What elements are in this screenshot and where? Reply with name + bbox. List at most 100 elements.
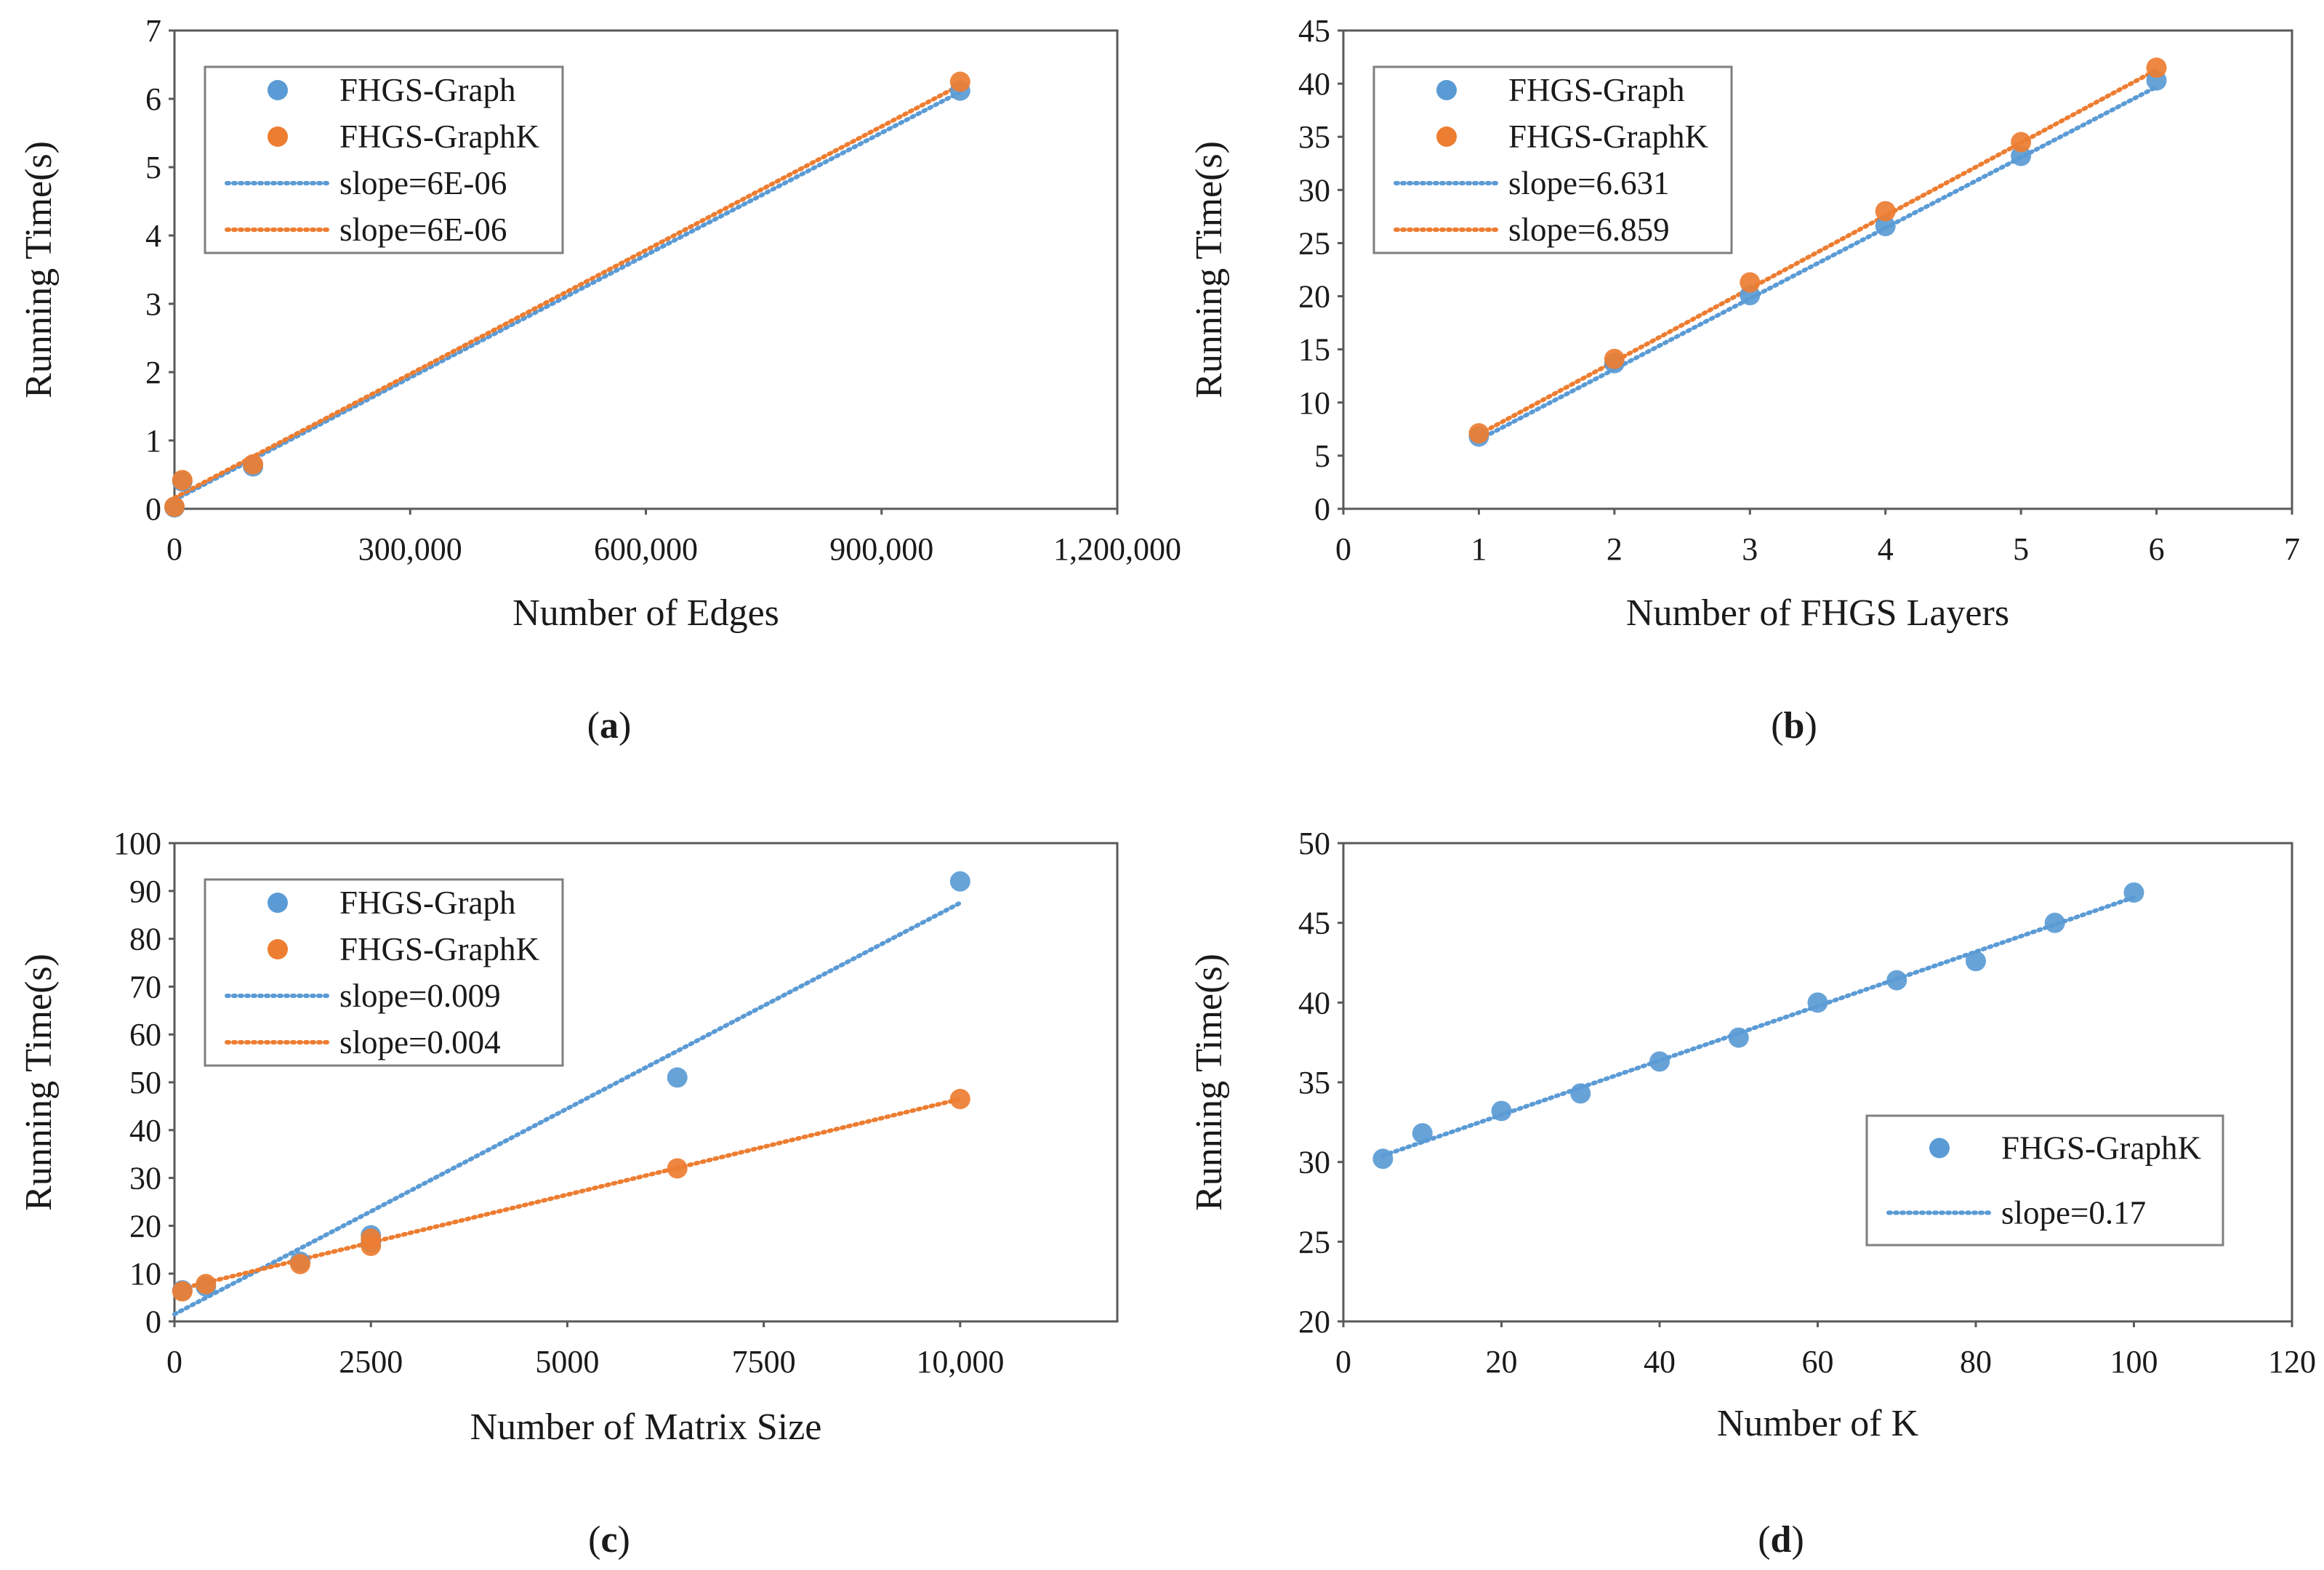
legend-marker [1929,1138,1950,1159]
legend-marker [1436,126,1457,147]
data-point-fhgs-graphk [1468,423,1489,444]
data-point-fhgs-graphk [2123,882,2144,903]
legend-marker [268,893,288,913]
y-tick-label: 5 [1314,438,1330,474]
legend-entry-label: slope=6E-06 [339,165,507,201]
x-tick-label: 6 [2149,531,2165,567]
y-tick-label: 50 [129,1065,161,1100]
y-tick-label: 30 [1298,1145,1330,1180]
x-axis-label: Number of Matrix Size [470,1406,822,1448]
chart-panel-c: 0 10 20 30 40 50 60 70 80 90 100 0 2500 5000 7500 10,00… [18,826,1119,1561]
y-tick-label: 0 [1314,491,1330,527]
x-tick-label: 20 [1486,1344,1518,1380]
y-axis-label: Running Time(s) [18,954,60,1211]
caption-part: ) [618,1519,630,1561]
x-tick-label: 80 [1960,1344,1992,1380]
data-point-fhgs-graphk [164,496,185,518]
y-axis-label: Running Time(s) [1189,141,1230,398]
legend-entry-label: slope=6.859 [1508,212,1670,248]
x-tick-label: 7 [2284,531,2300,567]
data-point-fhgs-graphk [1372,1148,1394,1170]
x-tick-label: 300,000 [358,531,462,567]
x-tick-label: 5000 [535,1344,599,1380]
x-tick-label: 0 [1335,1344,1351,1380]
y-tick-label: 15 [1298,332,1330,368]
legend-entry-label: slope=6E-06 [339,212,507,248]
y-tick-label: 6 [145,81,161,117]
x-tick-label: 5 [2013,531,2029,567]
data-point-fhgs-graphk [1649,1051,1670,1072]
caption-part: b [1784,705,1805,746]
caption-part: ( [587,705,600,746]
y-tick-label: 100 [113,826,161,861]
data-point-fhgs-graphk [2044,912,2065,933]
x-axis-label: Number of FHGS Layers [1626,592,2009,634]
x-tick-label: 0 [166,1344,182,1380]
legend-box [204,65,564,254]
y-tick-label: 60 [129,1017,161,1052]
data-point-fhgs-graphk [172,470,193,491]
y-tick-label: 10 [129,1256,161,1292]
y-tick-label: 30 [1298,172,1330,208]
caption-part: ( [588,1519,600,1561]
x-tick-label: 1,200,000 [1053,531,1181,567]
data-point-fhgs-graphk [361,1228,382,1249]
x-tick-label: 2 [1607,531,1623,567]
caption-part: ) [1804,705,1817,746]
legend-entry-label: FHGS-GraphK [2001,1130,2201,1167]
legend-box [1372,65,1733,254]
y-tick-label: 5 [145,150,161,185]
data-point-fhgs-graphk [243,454,264,475]
y-tick-label: 25 [1298,225,1330,261]
legend: FHGS-Graph FHGS-GraphK slope=6.631 slope=6.… [1372,65,1733,254]
panel-caption: (a) [587,705,632,746]
caption-part: ) [619,705,631,746]
caption-part: ) [1791,1519,1804,1561]
legend-entry-label: FHGS-GraphK [339,118,539,155]
y-tick-label: 20 [1298,1304,1330,1340]
x-tick-label: 40 [1644,1344,1676,1380]
y-tick-label: 7 [145,13,161,49]
data-point-fhgs-graphk [1966,951,1986,972]
data-point-fhgs-graphk [172,1281,193,1302]
legend-entry-label: slope=6.631 [1508,165,1670,201]
y-tick-label: 20 [129,1208,161,1244]
data-point-fhgs-graph [667,1067,688,1088]
data-point-fhgs-graphk [2011,132,2032,153]
y-tick-label: 0 [145,1304,161,1340]
legend-box [1865,1114,2224,1247]
data-point-fhgs-graphk [949,71,970,92]
y-tick-label: 80 [129,922,161,957]
panel-caption: (c) [588,1519,630,1561]
x-tick-label: 900,000 [829,531,933,567]
trendline-0 [172,89,962,502]
legend-marker [268,80,288,100]
legend-entry-label: FHGS-GraphK [339,931,539,967]
legend-marker [1436,80,1457,100]
y-tick-label: 45 [1298,906,1330,941]
legend-entry-label: FHGS-GraphK [1508,118,1708,155]
x-tick-label: 60 [1802,1344,1834,1380]
trendline-0 [1476,84,2159,442]
legend-entry-label: FHGS-Graph [339,72,516,108]
caption-part: ( [1771,705,1783,746]
y-axis-label: Running Time(s) [18,141,60,398]
data-point-fhgs-graph [949,871,970,892]
y-tick-label: 70 [129,969,161,1005]
legend-entry-label: slope=0.17 [2001,1195,2146,1231]
y-tick-label: 30 [129,1161,161,1196]
y-tick-label: 40 [129,1113,161,1148]
plot-frame [1342,842,2293,1323]
data-point-fhgs-graphk [1491,1100,1512,1122]
y-tick-label: 35 [1298,119,1330,155]
data-point-fhgs-graphk [1604,348,1625,369]
y-tick-label: 10 [1298,385,1330,421]
y-tick-label: 40 [1298,985,1330,1020]
x-tick-label: 3 [1742,531,1758,567]
caption-part: a [600,705,619,746]
data-point-fhgs-graphk [1886,970,1907,991]
data-point-fhgs-graphk [1740,272,1761,293]
y-tick-label: 25 [1298,1224,1330,1260]
